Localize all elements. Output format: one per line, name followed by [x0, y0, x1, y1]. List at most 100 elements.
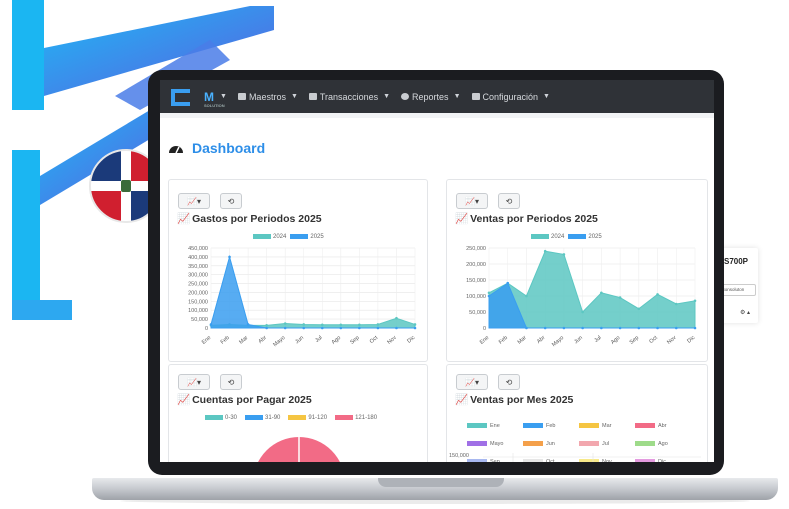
data-point[interactable]: [265, 324, 268, 327]
series-area-2025[interactable]: [488, 282, 695, 329]
x-tick-label: Ene: [479, 335, 490, 346]
data-point[interactable]: [265, 326, 268, 330]
legend-item-sep[interactable]: Sep: [467, 459, 519, 462]
data-point[interactable]: [413, 323, 417, 326]
chart-type-button[interactable]: 📈▾: [456, 374, 488, 390]
company-dropdown-icon[interactable]: ▼: [220, 93, 227, 100]
data-point[interactable]: [302, 326, 306, 330]
x-tick-label: Abr: [258, 335, 269, 345]
legend-item-ene[interactable]: Ene: [467, 423, 519, 429]
series-area-2025[interactable]: [210, 255, 415, 329]
legend-item-abr[interactable]: Abr: [635, 423, 687, 429]
y-tick-label: 400,000: [188, 255, 208, 261]
data-point[interactable]: [618, 296, 622, 299]
refresh-button[interactable]: ⟲: [498, 374, 520, 390]
card-title: 📈 Ventas por Periodos 2025: [455, 212, 598, 226]
data-point[interactable]: [543, 249, 547, 253]
laptop-notch: [378, 478, 504, 487]
data-point[interactable]: [209, 323, 213, 326]
popup-actions-icon[interactable]: ⚙ ▴: [740, 310, 751, 316]
data-point[interactable]: [358, 326, 361, 330]
data-point[interactable]: [376, 326, 380, 330]
chart-type-button[interactable]: 📈▾: [178, 374, 210, 390]
data-point[interactable]: [581, 310, 584, 314]
data-point[interactable]: [320, 323, 324, 327]
data-point[interactable]: [600, 291, 603, 295]
data-point[interactable]: [283, 326, 287, 330]
chevron-down-icon: ▼: [290, 93, 298, 100]
data-point[interactable]: [339, 323, 343, 327]
chevron-down-icon: ▼: [453, 93, 461, 100]
card-ventas-mes: 📈▾ ⟲ 📈 Ventas por Mes 2025 Ene Feb Mar Abr Ma…: [446, 364, 708, 462]
card-title: 📈 Ventas por Mes 2025: [455, 393, 574, 407]
data-point[interactable]: [413, 326, 417, 330]
data-point[interactable]: [283, 322, 287, 325]
data-point[interactable]: [395, 316, 398, 320]
legend-item-jun[interactable]: Jun: [523, 441, 575, 447]
menu-reportes[interactable]: Reportes ▼: [401, 92, 461, 102]
data-point[interactable]: [674, 302, 678, 306]
y-tick-label: 50,000: [469, 310, 486, 316]
data-point[interactable]: [339, 326, 343, 330]
refresh-button[interactable]: ⟲: [220, 374, 242, 390]
ventas-area-chart: 0 50,000 100,000 150,000 200,000 250,000 Ene Fe…: [466, 246, 697, 348]
data-point[interactable]: [395, 326, 398, 330]
clipboard-icon: [471, 93, 480, 100]
chart-legend: 2024 2025: [531, 234, 602, 240]
data-point[interactable]: [487, 291, 491, 295]
legend-item-ago[interactable]: Ago: [635, 441, 687, 447]
chart-type-button[interactable]: 📈▾: [456, 193, 488, 209]
data-point[interactable]: [600, 326, 603, 330]
data-point[interactable]: [376, 323, 380, 326]
legend-item-mayo[interactable]: Mayo: [467, 441, 519, 447]
menu-transacciones[interactable]: Transacciones ▼: [308, 92, 390, 102]
menu-maestros[interactable]: Maestros ▼: [237, 92, 298, 102]
data-point[interactable]: [581, 326, 584, 330]
legend-item-121-180[interactable]: 121-180: [335, 415, 377, 421]
legend-item-91-120[interactable]: 91-120: [288, 415, 327, 421]
legend-item-jul[interactable]: Jul: [579, 441, 631, 447]
refresh-button[interactable]: ⟲: [498, 193, 520, 209]
x-tick-label: Mayo: [551, 335, 565, 348]
data-point[interactable]: [693, 299, 697, 303]
brand-logo[interactable]: [168, 87, 192, 107]
data-point[interactable]: [656, 326, 659, 330]
legend-item-mar[interactable]: Mar: [579, 423, 631, 429]
chart-type-button[interactable]: 📈▾: [178, 193, 210, 209]
data-point[interactable]: [246, 323, 250, 326]
legend-item-nov[interactable]: Nov: [579, 459, 631, 462]
data-point[interactable]: [543, 326, 547, 330]
legend-item-2025[interactable]: 2025: [290, 234, 324, 240]
data-point[interactable]: [228, 255, 231, 259]
data-point[interactable]: [487, 294, 491, 298]
legend-item-feb[interactable]: Feb: [523, 423, 575, 429]
data-point[interactable]: [562, 253, 566, 256]
legend-item-2024[interactable]: 2024: [253, 234, 286, 240]
data-point[interactable]: [618, 326, 622, 330]
data-point[interactable]: [674, 326, 678, 330]
company-logo[interactable]: M SOLUTION: [204, 89, 225, 108]
data-point[interactable]: [506, 281, 510, 285]
data-point[interactable]: [525, 294, 528, 298]
legend-item-2024[interactable]: 2024: [531, 234, 564, 240]
data-point[interactable]: [693, 326, 697, 330]
data-point[interactable]: [562, 326, 566, 330]
legend-item-oct[interactable]: Oct: [523, 459, 575, 462]
data-point[interactable]: [656, 293, 659, 296]
data-point[interactable]: [358, 323, 361, 327]
legend-item-dic[interactable]: Dic: [635, 459, 687, 462]
menu-configuracion[interactable]: Configuración ▼: [471, 92, 550, 102]
refresh-button[interactable]: ⟲: [220, 193, 242, 209]
x-tick-label: Jul: [314, 335, 323, 344]
data-point[interactable]: [637, 307, 641, 311]
legend-item-31-90[interactable]: 31-90: [245, 415, 280, 421]
data-point[interactable]: [320, 326, 324, 330]
y-tick-label: 300,000: [188, 273, 208, 279]
x-tick-label: Ago: [331, 335, 342, 346]
data-point[interactable]: [302, 323, 306, 326]
card-cuentas-pagar: 📈▾ ⟲ 📈 Cuentas por Pagar 2025 0-30 31-90 …: [168, 364, 428, 462]
data-point[interactable]: [525, 326, 528, 330]
data-point[interactable]: [637, 326, 641, 330]
legend-item-0-30[interactable]: 0-30: [205, 415, 237, 421]
legend-item-2025[interactable]: 2025: [568, 234, 602, 240]
